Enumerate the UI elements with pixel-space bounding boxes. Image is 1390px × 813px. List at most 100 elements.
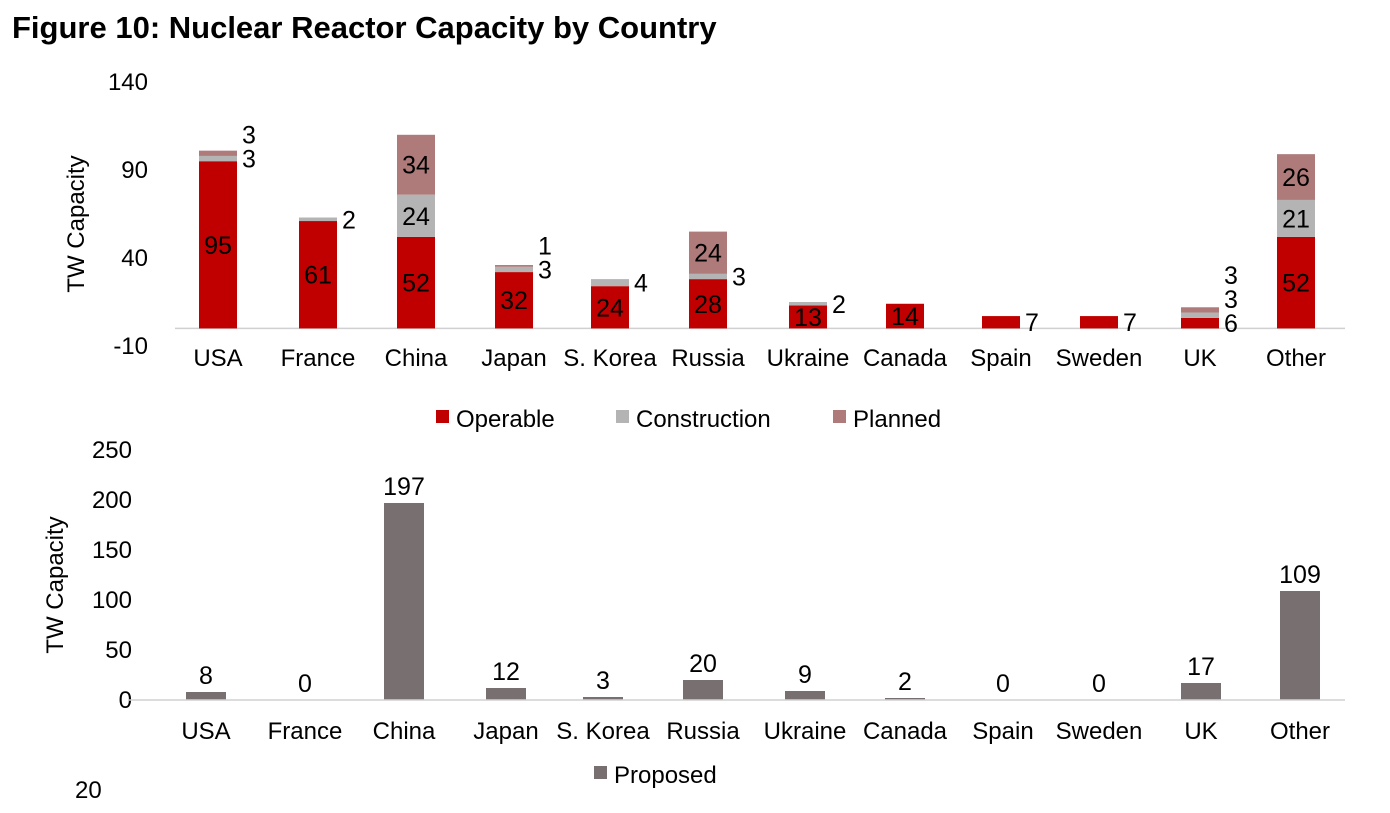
x-tick-label: Russia [666, 718, 740, 745]
legend-label: Operable [456, 406, 555, 433]
bar-planned [397, 134, 435, 195]
x-tick-label: S. Korea [563, 345, 657, 372]
legend-swatch [594, 766, 607, 779]
x-tick-label: Ukraine [764, 718, 847, 745]
data-label: 24 [694, 240, 722, 268]
data-label: 61 [304, 262, 332, 290]
data-label: 95 [204, 232, 232, 260]
x-tick-label: Other [1270, 718, 1330, 745]
bar-proposed [785, 691, 825, 700]
y-tick-label: -10 [113, 333, 148, 360]
data-label: 4 [634, 270, 648, 298]
x-tick-label: UK [1183, 345, 1216, 372]
bar-planned [199, 150, 237, 156]
x-tick-label: Spain [970, 345, 1031, 372]
bar-operable [886, 303, 924, 329]
bar-planned [1277, 154, 1315, 200]
bar-operable [1181, 317, 1219, 329]
bar-operable [495, 272, 533, 329]
x-tick-label: Canada [863, 345, 948, 372]
bar-construction [397, 194, 435, 237]
data-label: 109 [1279, 561, 1321, 589]
bar-proposed [1181, 683, 1221, 700]
data-label: 1 [538, 232, 552, 260]
data-label: 17 [1187, 653, 1215, 681]
y-axis-label: TW Capacity [42, 516, 69, 653]
x-tick-label: Sweden [1056, 718, 1143, 745]
data-label: 2 [342, 206, 356, 234]
bar-proposed [583, 697, 623, 700]
x-tick-label: China [385, 345, 448, 372]
legend-swatch [833, 410, 846, 423]
x-tick-label: Ukraine [767, 345, 850, 372]
bar-operable [982, 316, 1020, 329]
x-tick-label: USA [193, 345, 242, 372]
data-label: 3 [242, 146, 256, 174]
bar-operable [591, 286, 629, 329]
bar-operable [689, 279, 727, 329]
data-label: 3 [1224, 286, 1238, 314]
bar-construction [1181, 312, 1219, 318]
data-label: 0 [1092, 670, 1106, 698]
data-label: 34 [402, 152, 430, 180]
y-tick-label: 50 [105, 637, 132, 664]
x-tick-label: France [281, 345, 356, 372]
bar-construction [199, 155, 237, 162]
bar-operable [397, 236, 435, 329]
x-tick-label: S. Korea [556, 718, 650, 745]
data-label: 3 [242, 122, 256, 150]
legend-label: Construction [636, 406, 771, 433]
y-axis-label: TW Capacity [63, 155, 90, 292]
y-tick-label: 0 [119, 687, 132, 714]
data-label: 6 [1224, 310, 1238, 338]
data-label: 14 [891, 303, 919, 331]
x-tick-label: France [268, 718, 343, 745]
data-label: 21 [1282, 205, 1310, 233]
y-tick-label: 40 [121, 245, 148, 272]
x-tick-label: UK [1184, 718, 1217, 745]
data-label: 24 [402, 203, 430, 231]
y-tick-label: 250 [92, 437, 132, 464]
x-tick-label: Canada [863, 718, 948, 745]
data-label: 3 [732, 263, 746, 291]
bar-operable [789, 305, 827, 329]
data-label: 52 [1282, 270, 1310, 298]
data-label: 20 [689, 650, 717, 678]
data-label: 26 [1282, 164, 1310, 192]
data-label: 9 [798, 661, 812, 689]
bar-planned [689, 231, 727, 274]
page-number: 20 [75, 777, 102, 804]
chart-title: Figure 10: Nuclear Reactor Capacity by C… [12, 10, 717, 45]
data-label: 8 [199, 662, 213, 690]
x-tick-label: Other [1266, 345, 1326, 372]
bar-construction [1277, 199, 1315, 237]
data-label: 3 [1224, 262, 1238, 290]
x-tick-label: USA [181, 718, 230, 745]
bar-planned [1181, 307, 1219, 313]
data-label: 12 [492, 658, 520, 686]
data-label: 2 [832, 291, 846, 319]
data-label: 2 [898, 668, 912, 696]
bar-proposed [186, 692, 226, 700]
x-tick-label: Japan [481, 345, 546, 372]
x-tick-label: China [373, 718, 436, 745]
data-label: 13 [794, 304, 822, 332]
data-label: 0 [298, 670, 312, 698]
data-label: 28 [694, 291, 722, 319]
data-label: 7 [1025, 309, 1039, 337]
data-label: 24 [596, 294, 624, 322]
legend-label: Planned [853, 406, 941, 433]
legend-swatch [616, 410, 629, 423]
bar-proposed [1280, 591, 1320, 700]
bar-proposed [384, 503, 424, 700]
bar-operable [1080, 316, 1118, 329]
x-tick-label: Japan [473, 718, 538, 745]
legend-label: Proposed [614, 762, 717, 789]
legend-swatch [436, 410, 449, 423]
bar-operable [299, 221, 337, 329]
data-label: 32 [500, 287, 528, 315]
bar-planned [495, 265, 533, 267]
